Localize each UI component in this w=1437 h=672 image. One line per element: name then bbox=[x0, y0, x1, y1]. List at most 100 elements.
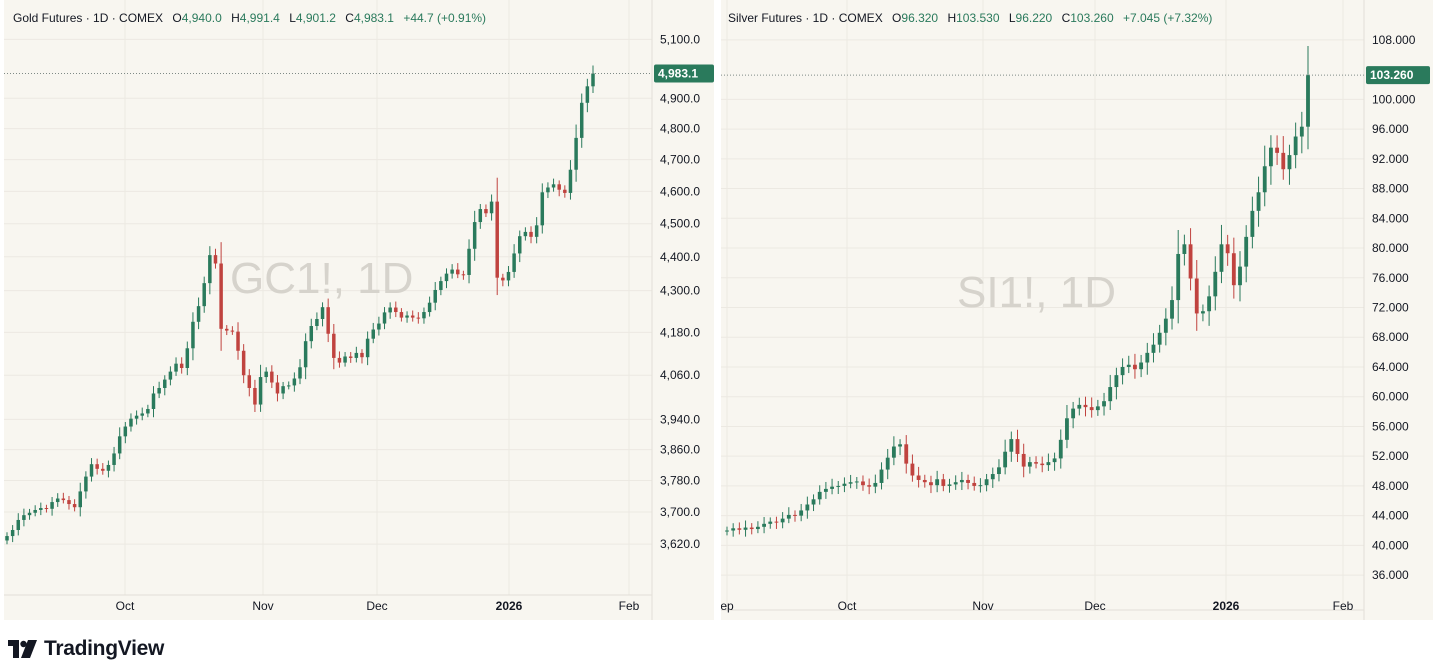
gold-candle bbox=[405, 311, 409, 323]
gold-candle bbox=[512, 244, 516, 278]
silver-candle bbox=[867, 478, 872, 495]
silver-candle-body bbox=[1170, 300, 1174, 319]
silver-candle bbox=[959, 471, 964, 491]
silver-candle bbox=[885, 448, 890, 480]
silver-candle-body bbox=[786, 514, 791, 519]
silver-candle bbox=[1225, 234, 1230, 266]
silver-candle-body bbox=[1034, 462, 1038, 464]
silver-candle-body bbox=[1021, 453, 1026, 467]
silver-candle-body bbox=[1163, 318, 1168, 333]
silver-open-value: 96.320 bbox=[901, 11, 939, 25]
gold-chart-canvas[interactable]: 5,100.0 4,900.0 4,800.0 4,700.0 4,600.0 4,500… bbox=[4, 0, 714, 620]
silver-x-tick-label: ep bbox=[721, 599, 734, 613]
silver-candle bbox=[1009, 431, 1014, 462]
silver-candle-body bbox=[749, 527, 754, 530]
silver-candle bbox=[1238, 251, 1242, 302]
gold-candle-body bbox=[354, 352, 359, 358]
silver-candle bbox=[1077, 397, 1082, 416]
silver-candle bbox=[916, 466, 921, 488]
silver-x-tick-label: Nov bbox=[972, 599, 993, 613]
gold-candle bbox=[472, 210, 477, 261]
silver-candle-body bbox=[1182, 244, 1187, 254]
silver-candle bbox=[1299, 111, 1304, 154]
gold-candle-body bbox=[439, 281, 443, 290]
silver-candle bbox=[1052, 452, 1057, 471]
gold-y-tick-label: 3,780.0 bbox=[660, 473, 700, 487]
silver-candle bbox=[898, 439, 902, 456]
silver-candle bbox=[1058, 429, 1063, 469]
silver-chart-canvas[interactable]: 108.000 100.000 96.000 92.000 88.000 84.000 80… bbox=[721, 0, 1433, 620]
gold-candle-body bbox=[360, 352, 364, 358]
silver-candle-body bbox=[1145, 352, 1150, 363]
tradingview-brand-name: TradingView bbox=[44, 637, 165, 660]
silver-candle-body bbox=[1275, 147, 1280, 153]
gold-candle bbox=[320, 302, 325, 327]
gold-candle bbox=[591, 65, 595, 94]
silver-candle-body bbox=[799, 510, 804, 516]
silver-candle bbox=[1176, 230, 1181, 324]
silver-candle bbox=[879, 462, 884, 490]
silver-candle-body bbox=[1058, 439, 1063, 459]
silver-y-tick-label: 68.000 bbox=[1372, 330, 1409, 344]
gold-candle bbox=[281, 381, 285, 400]
silver-candle-body bbox=[1126, 364, 1131, 367]
gold-change-value: +44.7 (+0.91%) bbox=[403, 11, 487, 25]
gold-candle bbox=[337, 351, 342, 368]
tradingview-brand[interactable]: TradingView bbox=[8, 636, 164, 662]
gold-candle-body bbox=[264, 371, 268, 378]
silver-candle-body bbox=[1065, 418, 1069, 440]
silver-candle bbox=[1219, 224, 1224, 284]
silver-candle bbox=[990, 467, 995, 488]
gold-chart-panel[interactable]: Gold Futures · 1D · COMEX O4,940.0 H4,99… bbox=[4, 0, 714, 620]
gold-candle-body bbox=[163, 379, 167, 388]
gold-candle bbox=[529, 226, 533, 244]
gold-candle-body bbox=[427, 302, 432, 313]
silver-symbol-label: Silver Futures · 1D · COMEX bbox=[728, 11, 883, 25]
silver-chart-panel[interactable]: Silver Futures · 1D · COMEX O96.320 H103… bbox=[721, 0, 1433, 620]
silver-candle-body bbox=[854, 481, 859, 483]
gold-candle-body bbox=[585, 86, 590, 103]
gold-candle bbox=[518, 230, 522, 263]
gold-candle bbox=[174, 357, 178, 376]
silver-candle bbox=[935, 470, 940, 493]
gold-candle bbox=[123, 421, 128, 444]
silver-candle bbox=[1306, 46, 1310, 150]
silver-candle bbox=[966, 474, 970, 490]
gold-candle-body bbox=[309, 326, 314, 342]
silver-candle-body bbox=[817, 491, 822, 500]
silver-close-label: C bbox=[1061, 11, 1071, 25]
silver-candle bbox=[774, 516, 779, 529]
silver-y-tick-label: 60.000 bbox=[1372, 390, 1409, 404]
gold-candle bbox=[377, 316, 381, 336]
gold-candle bbox=[433, 282, 437, 311]
gold-candle-body bbox=[146, 408, 150, 414]
gold-candle bbox=[5, 532, 9, 545]
gold-candle-body bbox=[377, 323, 381, 330]
gold-candle-body bbox=[320, 307, 325, 320]
gold-candle-body bbox=[579, 102, 584, 138]
gold-candle bbox=[230, 326, 235, 335]
silver-candle-body bbox=[984, 479, 989, 486]
gold-y-tick-label: 4,500.0 bbox=[660, 217, 700, 231]
silver-candle bbox=[1268, 135, 1273, 185]
gold-candle-body bbox=[117, 436, 122, 454]
gold-candle bbox=[258, 364, 263, 412]
silver-candle bbox=[1163, 308, 1168, 346]
gold-y-tick-label: 4,300.0 bbox=[660, 284, 700, 298]
silver-candle bbox=[929, 475, 933, 494]
gold-candle-body bbox=[518, 236, 522, 254]
gold-candle-body bbox=[371, 329, 375, 339]
gold-candle bbox=[146, 404, 150, 418]
gold-candle-body bbox=[61, 498, 66, 501]
silver-candle bbox=[1102, 392, 1106, 416]
silver-candle-body bbox=[1213, 271, 1218, 297]
gold-candle-body bbox=[523, 231, 528, 237]
gold-candle-body bbox=[337, 357, 342, 363]
gold-candle-body bbox=[382, 312, 387, 324]
silver-candle bbox=[972, 476, 977, 491]
gold-close-label: C bbox=[345, 11, 354, 25]
gold-symbol-label: Gold Futures · 1D · COMEX bbox=[13, 11, 164, 25]
gold-y-tick-label: 4,900.0 bbox=[660, 91, 700, 105]
gold-candle-body bbox=[213, 255, 218, 264]
gold-low-label: L bbox=[289, 11, 296, 25]
